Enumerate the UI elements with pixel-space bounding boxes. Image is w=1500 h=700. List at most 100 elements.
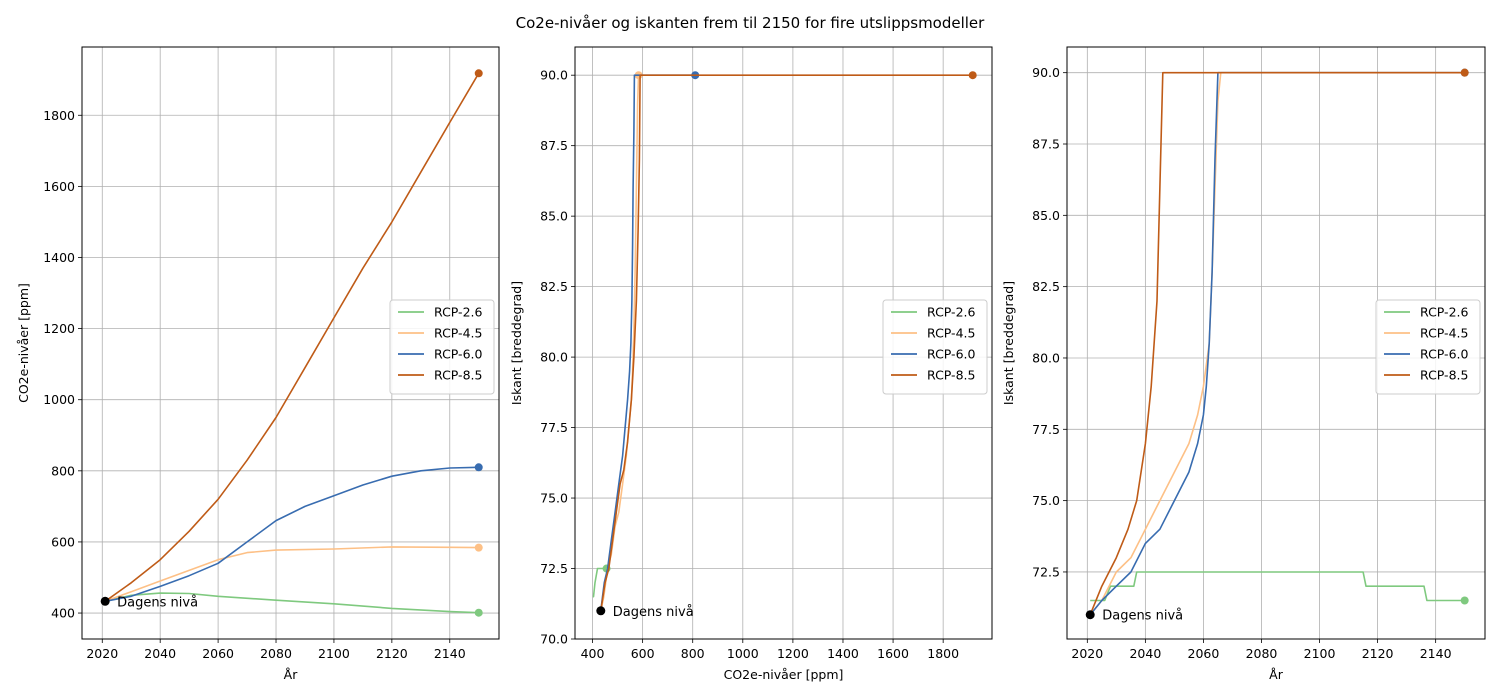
y-tick-label: 1000 [43, 392, 75, 407]
y-tick-label: 70.0 [540, 632, 568, 647]
chart-panel-2: 400 600 800 1000 1200 1400 1600 1800 70.0 72.5 75.… [509, 46, 993, 682]
y-tick-label: 800 [51, 463, 75, 478]
axes-frame [574, 46, 993, 640]
y-tick-label: 1600 [43, 179, 75, 194]
y-tick-label: 75.0 [1032, 493, 1060, 508]
legend-label-RCP-6.0: RCP-6.0 [434, 347, 482, 362]
series-end-marker-RCP-2.6 [474, 608, 483, 617]
x-tick-label: 2080 [260, 646, 292, 661]
x-tick-label: 2060 [202, 646, 234, 661]
today-marker [596, 606, 606, 616]
legend-label-RCP-2.6: RCP-2.6 [927, 305, 975, 320]
y-tick-label: 1200 [43, 321, 75, 336]
y-tick-label: 80.0 [1032, 350, 1060, 365]
x-tick-label: 2100 [1304, 646, 1336, 661]
y-tick-label: 90.0 [540, 68, 568, 83]
y-tick-label: 72.5 [540, 561, 568, 576]
legend-box [882, 299, 988, 395]
x-tick-label: 1000 [727, 646, 759, 661]
x-tick-label: 2040 [1129, 646, 1161, 661]
today-marker [100, 596, 110, 606]
axes-frame [81, 46, 500, 640]
series-end-marker-RCP-8.5 [474, 69, 483, 78]
series-end-marker-RCP-8.5 [1460, 68, 1469, 77]
series-end-marker-RCP-2.6 [1460, 596, 1469, 605]
series-line-RCP-2.6 [105, 592, 479, 614]
legend-label-RCP-4.5: RCP-4.5 [927, 326, 975, 341]
legend-label-RCP-2.6: RCP-2.6 [434, 305, 482, 320]
y-tick-label: 87.5 [540, 138, 568, 153]
y-tick-label: 90.0 [1032, 65, 1060, 80]
series-line-RCP-8.5 [600, 74, 973, 611]
x-tick-label: 1800 [927, 646, 959, 661]
series-line-RCP-2.6 [1090, 571, 1465, 602]
x-tick-label: 2120 [1362, 646, 1394, 661]
y-tick-label: 77.5 [1032, 422, 1060, 437]
x-tick-label: 1400 [827, 646, 859, 661]
x-tick-label: 600 [631, 646, 655, 661]
chart-panel-3: 2020 2040 2060 2080 2100 2120 2140 72.5 75.0 77.5… [1001, 46, 1486, 682]
series-end-marker-RCP-4.5 [474, 543, 483, 552]
x-tick-label: 2020 [86, 646, 118, 661]
x-tick-label: 2020 [1071, 646, 1103, 661]
y-tick-label: 85.0 [540, 209, 568, 224]
y-tick-label: 600 [51, 534, 75, 549]
y-axis-label: Iskant [breddegrad] [509, 281, 524, 405]
legend-label-RCP-4.5: RCP-4.5 [1420, 326, 1468, 341]
series-line-RCP-4.5 [1089, 71, 1465, 616]
x-tick-label: 1200 [777, 646, 809, 661]
legend-label-RCP-8.5: RCP-8.5 [927, 368, 975, 383]
figure-title: Co2e-nivåer og iskanten frem til 2150 fo… [516, 14, 986, 32]
series-line-RCP-6.0 [1089, 71, 1465, 616]
y-tick-label: 87.5 [1032, 137, 1060, 152]
today-marker [1085, 610, 1095, 620]
legend-label-RCP-4.5: RCP-4.5 [434, 326, 482, 341]
panels: 2020 2040 2060 2080 2100 2120 2140 400 600 800 100… [16, 46, 1486, 682]
x-tick-label: 800 [681, 646, 705, 661]
y-tick-label: 80.0 [540, 350, 568, 365]
x-axis-label: CO2e-nivåer [ppm] [724, 667, 844, 682]
legend-label-RCP-6.0: RCP-6.0 [927, 347, 975, 362]
legend: RCP-2.6 RCP-4.5 RCP-6.0 RCP-8.5 [389, 299, 495, 395]
legend-label-RCP-2.6: RCP-2.6 [1420, 305, 1468, 320]
today-annotation: Dagens nivå [1102, 609, 1183, 624]
series-line-RCP-6.0 [105, 466, 479, 603]
x-tick-label: 400 [581, 646, 605, 661]
series-group [1089, 68, 1469, 616]
series-group [592, 71, 977, 611]
x-tick-label: 1600 [877, 646, 909, 661]
y-tick-label: 1400 [43, 250, 75, 265]
axes-frame [1066, 46, 1486, 640]
series-end-marker-RCP-8.5 [968, 71, 977, 80]
legend: RCP-2.6 RCP-4.5 RCP-6.0 RCP-8.5 [1375, 299, 1481, 395]
x-tick-label: 2140 [1420, 646, 1452, 661]
y-axis-label: CO2e-nivåer [ppm] [16, 283, 31, 403]
x-tick-label: 2080 [1246, 646, 1278, 661]
legend-label-RCP-8.5: RCP-8.5 [1420, 368, 1468, 383]
series-line-RCP-8.5 [1089, 71, 1465, 616]
today-annotation: Dagens nivå [117, 595, 198, 610]
x-tick-label: 2040 [144, 646, 176, 661]
y-tick-label: 75.0 [540, 491, 568, 506]
y-tick-label: 85.0 [1032, 208, 1060, 223]
y-tick-label: 400 [51, 606, 75, 621]
x-tick-label: 2100 [318, 646, 350, 661]
legend-box [1375, 299, 1481, 395]
y-tick-label: 77.5 [540, 420, 568, 435]
legend-label-RCP-8.5: RCP-8.5 [434, 368, 482, 383]
y-tick-label: 72.5 [1032, 564, 1060, 579]
series-group [104, 69, 483, 617]
x-tick-label: 2060 [1188, 646, 1220, 661]
x-axis-label: År [1269, 667, 1284, 682]
legend-box [389, 299, 495, 395]
x-axis-label: År [284, 667, 299, 682]
chart-panel-1: 2020 2040 2060 2080 2100 2120 2140 400 600 800 100… [16, 46, 500, 682]
series-line-RCP-4.5 [104, 546, 479, 603]
legend: RCP-2.6 RCP-4.5 RCP-6.0 RCP-8.5 [882, 299, 988, 395]
today-annotation: Dagens nivå [613, 605, 694, 620]
y-tick-label: 82.5 [1032, 279, 1060, 294]
series-line-RCP-8.5 [104, 72, 480, 602]
y-tick-label: 82.5 [540, 279, 568, 294]
legend-label-RCP-6.0: RCP-6.0 [1420, 347, 1468, 362]
x-tick-label: 2140 [434, 646, 466, 661]
